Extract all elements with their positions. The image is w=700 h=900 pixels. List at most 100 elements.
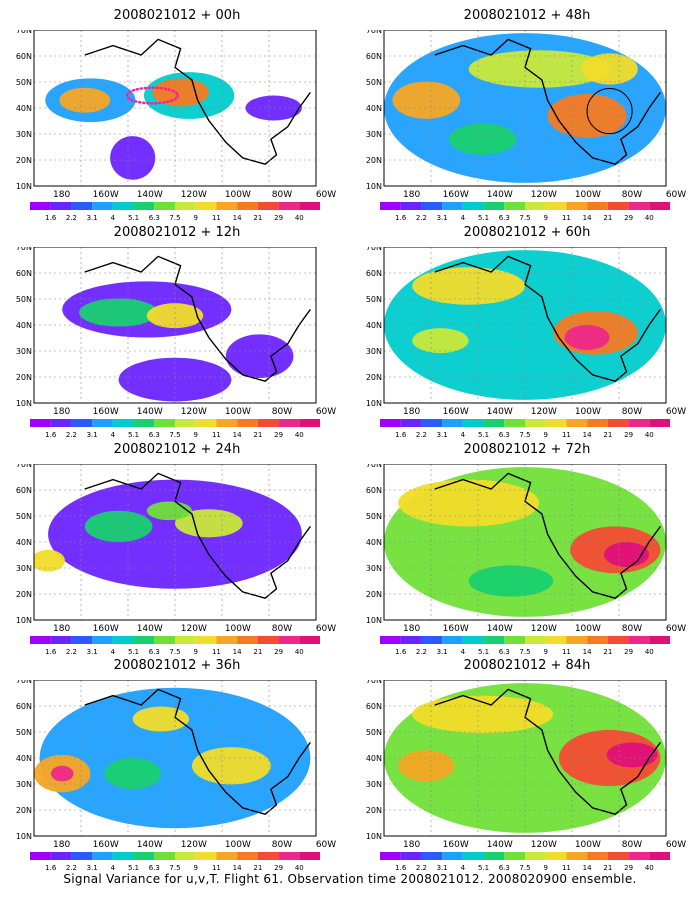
lat-tick-label: 60N (366, 269, 382, 278)
variance-field-region (245, 95, 302, 121)
colorbar-label: 2.2 (66, 864, 77, 872)
lon-tick-label: 160W (443, 624, 469, 634)
colorbar-swatch (587, 636, 608, 644)
colorbar-swatch (216, 202, 238, 210)
lat-tick-label: 10N (16, 616, 32, 625)
colorbar-swatch (400, 636, 422, 644)
colorbar-label: 5.1 (128, 214, 139, 222)
colorbar-swatch (257, 419, 279, 427)
colorbar-label: 29 (274, 214, 283, 222)
lat-tick-label: 10N (16, 182, 32, 191)
variance-field-region (225, 334, 294, 379)
colorbar-label: 21 (253, 864, 262, 872)
colorbar-label: 2.2 (66, 431, 77, 439)
map-panel-60h: 2008021012 + 60h 70N 60N 50N 40N 30N 20N 10N 18… (362, 225, 692, 440)
map-area: 70N 60N 50N 40N 30N 20N 10N 180 160W 140W 120W 100W… (362, 26, 692, 225)
lat-tick-label: 10N (366, 182, 382, 191)
colorbar-swatch (30, 419, 51, 427)
colorbar-swatch (257, 202, 279, 210)
lat-tick-label: 20N (16, 156, 32, 165)
colorbar-label: 11 (212, 648, 221, 656)
lon-tick-label: 180 (53, 840, 70, 850)
colorbar-swatch (257, 852, 279, 860)
plot-frame (33, 29, 317, 187)
variance-field-region (468, 50, 610, 88)
colorbar-label: 9 (193, 648, 197, 656)
colorbar-swatch (483, 202, 505, 210)
lat-tick-label: 60N (16, 269, 32, 278)
colorbar-swatch (504, 419, 525, 427)
colorbar-label: 4 (111, 648, 116, 656)
colorbar-swatch (483, 636, 505, 644)
colorbar-label: 2.2 (66, 648, 77, 656)
lon-tick-label: 120W (181, 840, 207, 850)
colorbar-label: 40 (295, 431, 304, 439)
lon-tick-label: 100W (575, 190, 601, 200)
colorbar-swatch (442, 852, 463, 860)
lat-tick-label: 40N (366, 754, 382, 763)
colorbar-label: 4 (111, 214, 116, 222)
colorbar-label: 4 (111, 431, 116, 439)
colorbar-swatch (587, 852, 608, 860)
colorbar-swatch (566, 419, 588, 427)
lon-tick-label: 60W (666, 840, 686, 850)
colorbar-swatch (154, 852, 175, 860)
map-area: 70N 60N 50N 40N 30N 20N 10N 180 160W 140W 120W 100W… (362, 676, 692, 875)
colorbar-swatch (421, 419, 443, 427)
lon-tick-label: 100W (225, 624, 251, 634)
colorbar-swatch (257, 636, 279, 644)
colorbar-swatch (525, 202, 546, 210)
colorbar-swatch (50, 419, 72, 427)
colorbar-swatch (154, 419, 175, 427)
colorbar-label: 3.1 (87, 431, 98, 439)
map-area: 70N 60N 50N 40N 30N 20N 10N 180 160W 140W 120W 100W… (12, 243, 342, 442)
colorbar-label: 11 (562, 214, 571, 222)
map-svg: 70N 60N 50N 40N 30N 20N 10N 180 160W 140W 120W 100W… (366, 676, 686, 872)
lat-tick-label: 20N (366, 373, 382, 382)
colorbar-label: 4 (461, 431, 466, 439)
variance-field-region (392, 81, 461, 119)
colorbar-swatch (92, 636, 113, 644)
map-panel-00h: 2008021012 + 00h 70N 60N 50N 40N 30N 20N 10N 18… (12, 8, 342, 223)
colorbar-swatch (421, 636, 443, 644)
colorbar-swatch (649, 419, 670, 427)
lon-tick-label: 80W (272, 407, 292, 417)
colorbar-label: 11 (212, 864, 221, 872)
colorbar-swatch (400, 852, 422, 860)
colorbar-swatch (525, 419, 546, 427)
colorbar-label: 40 (645, 431, 654, 439)
colorbar-label: 29 (624, 214, 633, 222)
lat-tick-label: 70N (366, 247, 382, 252)
lat-tick-label: 60N (16, 52, 32, 61)
colorbar-label: 6.3 (499, 648, 510, 656)
colorbar-swatch (112, 852, 134, 860)
coastline (84, 688, 311, 815)
colorbar-label: 1.6 (45, 648, 57, 656)
lat-tick-label: 10N (366, 616, 382, 625)
lon-tick-label: 140W (487, 190, 513, 200)
plot-frame (383, 29, 667, 187)
colorbar-label: 7.5 (169, 648, 180, 656)
colorbar-swatch (483, 852, 505, 860)
colorbar-swatch (504, 636, 525, 644)
colorbar-swatch (175, 852, 196, 860)
colorbar-swatch (545, 202, 567, 210)
map-area: 70N 60N 50N 40N 30N 20N 10N 180 160W 140W 120W 100W… (362, 243, 692, 442)
colorbar-label: 14 (583, 431, 592, 439)
colorbar-swatch (112, 636, 134, 644)
colorbar-label: 11 (212, 214, 221, 222)
variance-field-region (448, 123, 517, 155)
map-panel-12h: 2008021012 + 12h 70N 60N 50N 40N 30N 20N 10N 18… (12, 225, 342, 440)
colorbar-label: 2.2 (416, 864, 427, 872)
colorbar-label: 2.2 (416, 214, 427, 222)
colorbar-swatch (545, 636, 567, 644)
colorbar-swatch (216, 636, 238, 644)
variance-field-region (412, 695, 554, 734)
colorbar-swatch (237, 852, 258, 860)
colorbar-label: 3.1 (437, 431, 448, 439)
lat-tick-label: 40N (16, 321, 32, 330)
lat-tick-label: 30N (16, 130, 32, 139)
colorbar-label: 29 (274, 864, 283, 872)
colorbar-label: 6.3 (499, 431, 510, 439)
lon-tick-label: 140W (137, 840, 163, 850)
